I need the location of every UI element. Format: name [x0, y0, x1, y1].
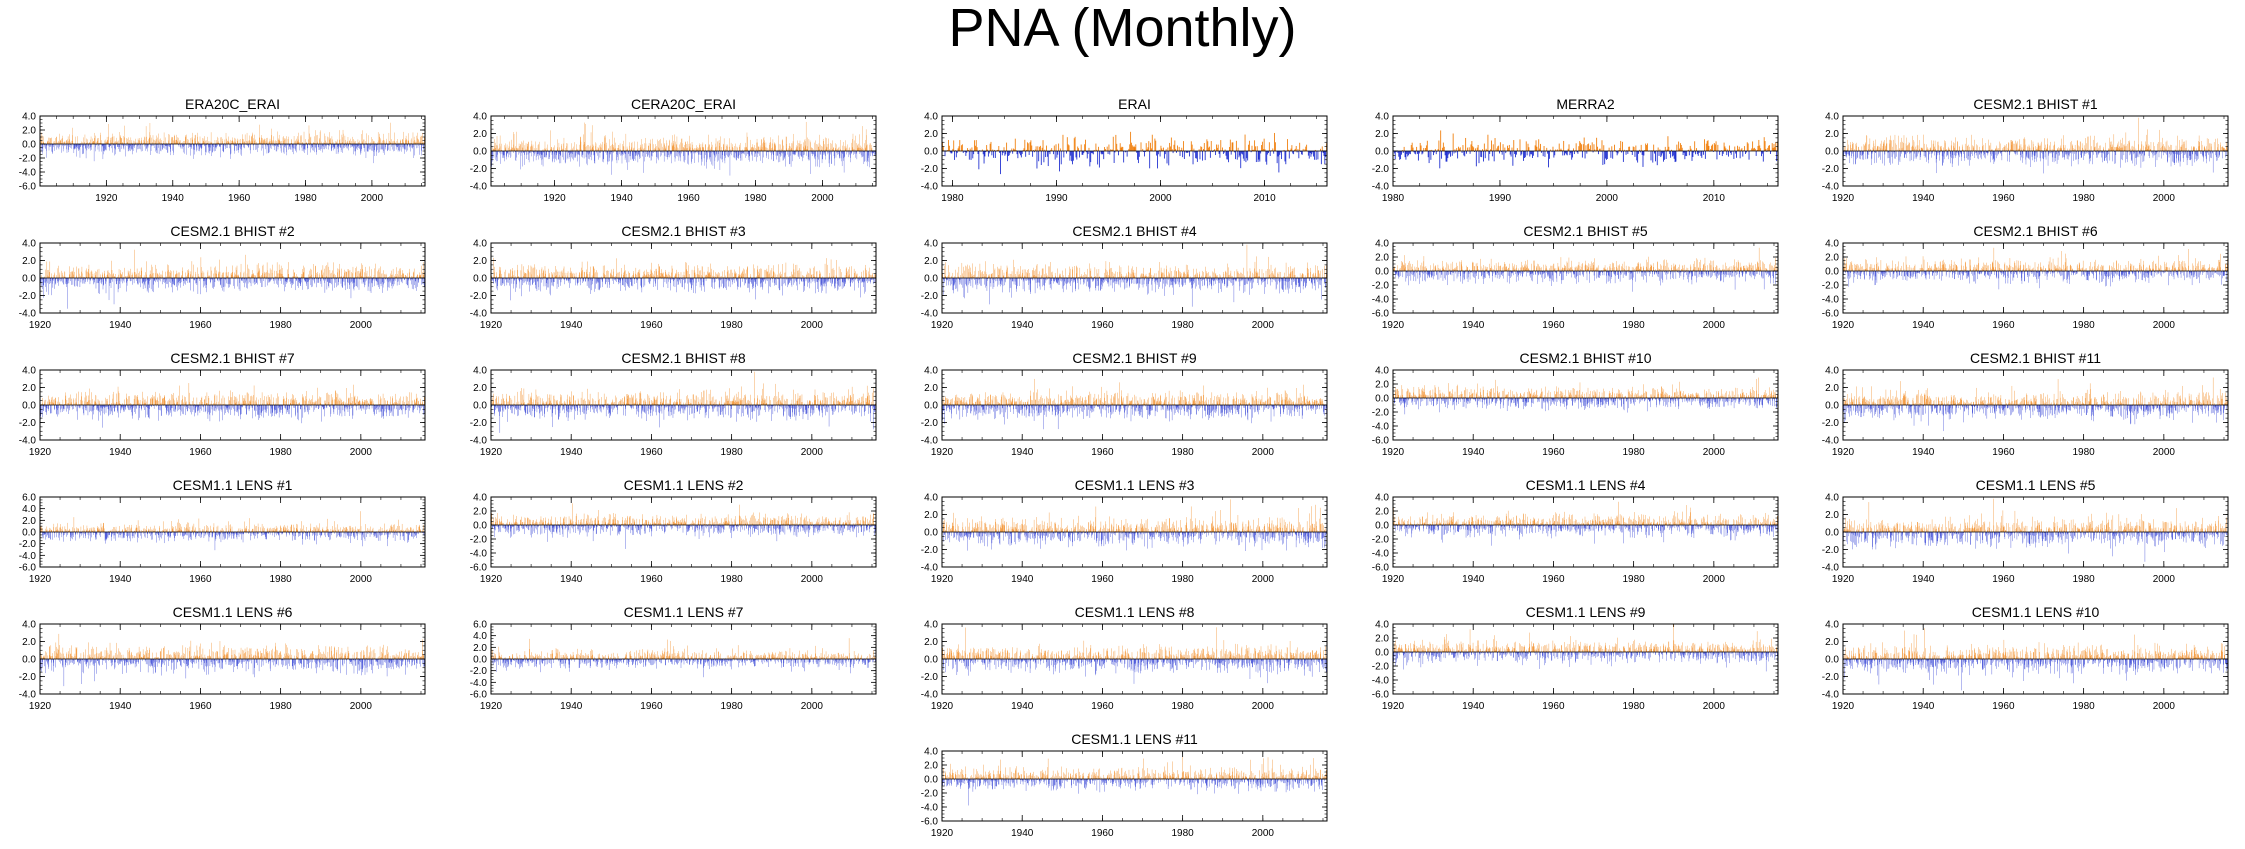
bar-series [40, 123, 425, 163]
panel-title: ERA20C_ERAI [185, 96, 280, 112]
chart-grid: ERA20C_ERAI4.02.00.0-2.0-4.0-6.01920 1940… [0, 0, 2245, 849]
